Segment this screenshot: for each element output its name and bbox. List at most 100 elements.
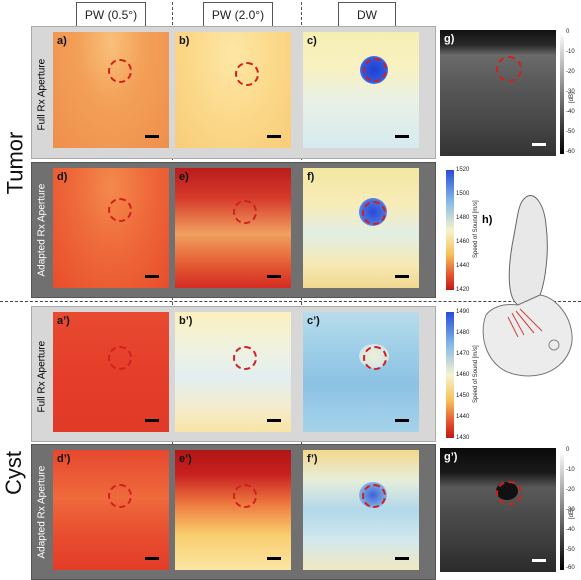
scale-bar (532, 559, 546, 562)
db-tick: -30 (566, 89, 575, 95)
colorbar-tick: 1460 (456, 372, 470, 378)
panel-e2: e’) (175, 450, 291, 570)
column-header-pw20: PW (2.0°) (203, 2, 273, 28)
db-tick: -20 (566, 69, 575, 75)
lesion-marker (496, 481, 522, 505)
db-tick: -50 (566, 129, 575, 135)
db-tick: -60 (566, 565, 575, 571)
lesion-marker (108, 346, 132, 370)
colorbar-tick: 1480 (456, 330, 470, 336)
lesion-marker (235, 62, 259, 86)
panel-b: b) (175, 32, 291, 148)
ultrasound-image-g2: g’) (440, 448, 556, 572)
db-title: [dB] (569, 92, 575, 103)
db-title: [dB] (569, 508, 575, 519)
scale-bar (395, 135, 409, 138)
column-header-dw: DW (338, 2, 396, 28)
db-tick: 0 (566, 29, 570, 35)
panel-label-h: h) (482, 214, 493, 226)
panel-e: e) (175, 168, 291, 288)
column-header-pw05: PW (0.5°) (76, 2, 146, 28)
scale-bar (395, 419, 409, 422)
panel-label: a) (57, 35, 67, 47)
db-tick: -10 (566, 49, 575, 55)
scale-bar (145, 135, 159, 138)
panel-label: d) (57, 171, 68, 183)
db-colorbar (560, 32, 564, 154)
panel-d2: d’) (53, 450, 169, 570)
scale-bar (395, 557, 409, 560)
panel-label: a’) (57, 315, 70, 327)
panel-label: f’) (307, 453, 318, 465)
db-tick: -40 (566, 109, 575, 115)
lesion-marker (362, 201, 386, 225)
panel-label: g’) (444, 451, 458, 463)
lesion-marker (233, 200, 257, 224)
db-tick: -50 (566, 547, 575, 553)
db-tick: 0 (566, 447, 570, 453)
lesion-marker (362, 484, 386, 508)
colorbar-tick: 1440 (456, 414, 470, 420)
lesion-marker (363, 346, 387, 370)
colorbar-tick: 1450 (456, 393, 470, 399)
db-tick: -30 (566, 507, 575, 513)
panel-label: c’) (307, 315, 320, 327)
panel-label: b’) (179, 315, 193, 327)
colorbar-tick: 1490 (456, 309, 470, 315)
scale-bar (267, 557, 281, 560)
colorbar-tick: 1480 (456, 215, 470, 221)
lesion-marker (108, 59, 132, 83)
group-label-tumor: Tumor (2, 131, 28, 195)
scale-bar (395, 275, 409, 278)
scale-bar (145, 419, 159, 422)
lesion-marker (108, 484, 132, 508)
panel-b2: b’) (175, 312, 291, 432)
lesion-marker (233, 346, 257, 370)
colorbar-tick: 1460 (456, 239, 470, 245)
group-separator (0, 301, 581, 302)
colorbar-tick: 1420 (456, 287, 470, 293)
row-label: Full Rx Aperture (36, 58, 48, 131)
lesion-marker (108, 198, 132, 222)
lesion-marker (496, 56, 522, 82)
panel-label: c) (307, 35, 317, 47)
db-tick: -40 (566, 527, 575, 533)
db-tick: -10 (566, 467, 575, 473)
panel-a: a) (53, 32, 169, 148)
scale-bar (267, 419, 281, 422)
group-label-cyst: Cyst (1, 451, 26, 495)
db-colorbar (560, 450, 564, 570)
panel-label: e) (179, 171, 189, 183)
panel-f: f) (303, 168, 419, 288)
scale-bar (532, 143, 546, 146)
panel-a2: a’) (53, 312, 169, 432)
colorbar-tick: 1520 (456, 167, 470, 173)
panel-label: d’) (57, 453, 71, 465)
lesion-marker (233, 484, 257, 508)
colorbar-tick: 1440 (456, 263, 470, 269)
panel-label: b) (179, 35, 190, 47)
panel-label: e’) (179, 453, 192, 465)
db-tick: -20 (566, 487, 575, 493)
colorbar-tick: 1500 (456, 191, 470, 197)
panel-c2: c’) (303, 312, 419, 432)
panel-f2: f’) (303, 450, 419, 570)
scale-bar (145, 275, 159, 278)
colorbar-tick: 1430 (456, 435, 470, 441)
scale-bar (267, 275, 281, 278)
colorbar-cyst (446, 312, 454, 438)
ultrasound-image-g: g) (440, 30, 556, 156)
panel-d: d) (53, 168, 169, 288)
panel-label: f) (307, 171, 315, 183)
scale-bar (145, 557, 159, 560)
row-label: Adapted Rx Aperture (36, 465, 48, 559)
panel-label: g) (444, 33, 455, 45)
row-label: Full Rx Aperture (36, 340, 48, 413)
row-label: Adapted Rx Aperture (36, 183, 48, 277)
breast-illustration (482, 195, 573, 377)
scale-bar (267, 135, 281, 138)
db-tick: -60 (566, 149, 575, 155)
panel-c: c) (303, 32, 419, 148)
colorbar-tick: 1470 (456, 351, 470, 357)
lesion-marker (363, 58, 387, 82)
